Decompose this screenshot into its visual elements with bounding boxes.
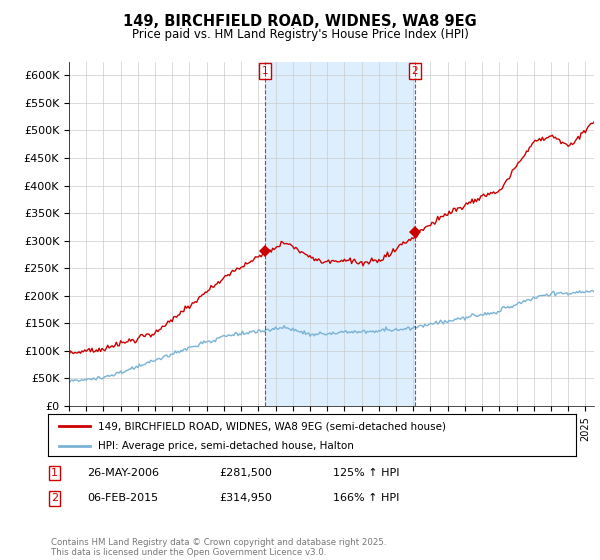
- Bar: [265, 62, 415, 406]
- Text: Contains HM Land Registry data © Crown copyright and database right 2025.
This d: Contains HM Land Registry data © Crown c…: [51, 538, 386, 557]
- Text: 149, BIRCHFIELD ROAD, WIDNES, WA8 9EG: 149, BIRCHFIELD ROAD, WIDNES, WA8 9EG: [123, 14, 477, 29]
- Text: 166% ↑ HPI: 166% ↑ HPI: [333, 493, 400, 503]
- Text: 06-FEB-2015: 06-FEB-2015: [87, 493, 158, 503]
- Text: £281,500: £281,500: [219, 468, 272, 478]
- Text: £314,950: £314,950: [219, 493, 272, 503]
- Text: 1: 1: [51, 468, 58, 478]
- Text: 149, BIRCHFIELD ROAD, WIDNES, WA8 9EG (semi-detached house): 149, BIRCHFIELD ROAD, WIDNES, WA8 9EG (s…: [98, 421, 446, 431]
- Text: 26-MAY-2006: 26-MAY-2006: [87, 468, 159, 478]
- Text: 2: 2: [412, 66, 418, 76]
- Text: 2: 2: [51, 493, 58, 503]
- Text: Price paid vs. HM Land Registry's House Price Index (HPI): Price paid vs. HM Land Registry's House …: [131, 28, 469, 41]
- Text: HPI: Average price, semi-detached house, Halton: HPI: Average price, semi-detached house,…: [98, 441, 354, 451]
- Text: 1: 1: [262, 66, 268, 76]
- Text: 125% ↑ HPI: 125% ↑ HPI: [333, 468, 400, 478]
